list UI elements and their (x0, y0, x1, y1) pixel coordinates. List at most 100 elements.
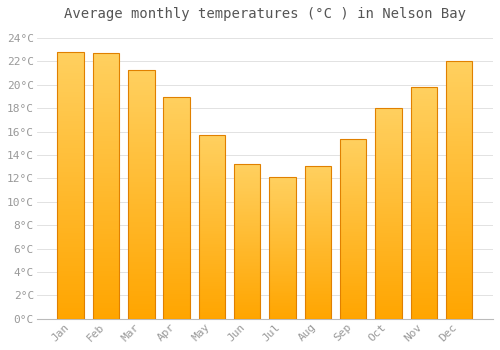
Bar (340, 148, 366, 149)
Bar (58, 268, 84, 271)
Bar (304, 256, 331, 258)
Bar (375, 201, 402, 203)
Bar (128, 102, 154, 105)
Bar (410, 233, 437, 236)
Bar (198, 269, 225, 271)
Bar (340, 304, 366, 306)
Bar (128, 234, 154, 237)
Bar (128, 219, 154, 222)
Bar (270, 261, 296, 262)
Bar (446, 252, 472, 254)
Bar (304, 285, 331, 287)
Bar (446, 218, 472, 221)
Bar (164, 268, 190, 270)
Bar (375, 119, 402, 121)
Bar (93, 104, 120, 106)
Bar (270, 216, 296, 217)
Bar (375, 167, 402, 169)
Bar (410, 140, 437, 143)
Bar (340, 140, 366, 142)
Bar (270, 301, 296, 302)
Bar (304, 270, 331, 271)
Bar (198, 242, 225, 244)
Bar (93, 61, 120, 64)
Bar (128, 312, 154, 314)
Bar (58, 311, 84, 314)
Bar (234, 260, 260, 262)
Bar (340, 142, 366, 144)
Bar (410, 150, 437, 152)
Bar (375, 172, 402, 174)
Bar (410, 280, 437, 282)
Bar (375, 281, 402, 283)
Bar (340, 265, 366, 267)
Bar (270, 274, 296, 275)
Bar (340, 204, 366, 205)
Bar (198, 159, 225, 161)
Bar (164, 190, 190, 192)
Bar (58, 212, 84, 215)
Bar (270, 266, 296, 268)
Bar (198, 271, 225, 273)
Bar (340, 256, 366, 258)
Bar (128, 105, 154, 107)
Bar (340, 276, 366, 278)
Bar (93, 242, 120, 245)
Bar (304, 166, 331, 167)
Bar (164, 134, 190, 136)
Bar (164, 168, 190, 170)
Bar (198, 163, 225, 164)
Bar (234, 310, 260, 311)
Bar (410, 90, 437, 92)
Bar (128, 279, 154, 281)
Bar (58, 281, 84, 284)
Bar (164, 183, 190, 186)
Bar (340, 286, 366, 288)
Bar (304, 176, 331, 178)
Bar (93, 223, 120, 226)
Bar (164, 232, 190, 234)
Bar (234, 286, 260, 288)
Bar (128, 309, 154, 312)
Bar (234, 212, 260, 214)
Bar (304, 305, 331, 307)
Bar (410, 229, 437, 231)
Bar (128, 199, 154, 202)
Bar (410, 187, 437, 189)
Bar (375, 306, 402, 308)
Bar (234, 214, 260, 215)
Bar (375, 218, 402, 220)
Bar (304, 293, 331, 294)
Bar (234, 282, 260, 284)
Bar (58, 74, 84, 76)
Bar (58, 79, 84, 82)
Bar (58, 148, 84, 151)
Bar (234, 266, 260, 268)
Bar (446, 154, 472, 157)
Bar (93, 189, 120, 191)
Bar (93, 69, 120, 72)
Bar (58, 233, 84, 236)
Bar (340, 274, 366, 276)
Bar (304, 290, 331, 291)
Bar (164, 248, 190, 250)
Bar (340, 178, 366, 180)
Bar (198, 304, 225, 306)
Bar (410, 106, 437, 108)
Bar (128, 301, 154, 304)
Bar (198, 181, 225, 183)
Bar (446, 74, 472, 77)
Bar (234, 226, 260, 228)
Bar (164, 208, 190, 210)
Bar (304, 175, 331, 176)
Bar (58, 186, 84, 188)
Bar (410, 291, 437, 293)
Bar (93, 114, 120, 117)
Bar (410, 180, 437, 182)
Bar (340, 299, 366, 301)
Bar (128, 292, 154, 294)
Bar (304, 242, 331, 244)
Bar (234, 223, 260, 225)
Bar (128, 274, 154, 276)
Bar (270, 259, 296, 261)
